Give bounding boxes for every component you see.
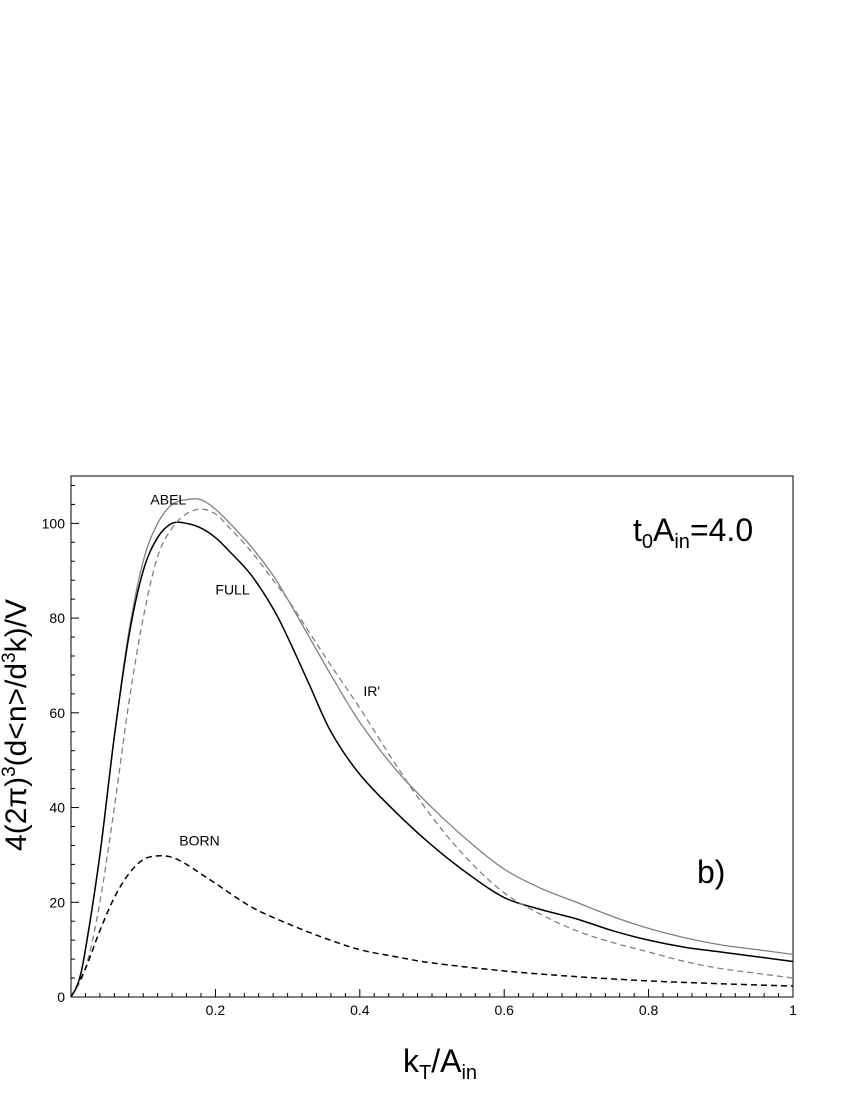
x-axis-label: kT/Ain: [403, 1043, 477, 1084]
x-tick-label: 0.4: [350, 1002, 370, 1018]
axis-tick-labels: 0.2 0.4 0.6 0.8 1 0 20 40 60 80 100: [42, 515, 797, 1018]
series-line-full: [70, 521, 794, 998]
x-tick-label: 0.8: [639, 1002, 659, 1018]
y-tick-label: 0: [57, 989, 65, 1005]
y-tick-label: 80: [49, 610, 65, 626]
y-axis-label: 4(2π)3(d<n>/d3k)/V: [0, 599, 33, 851]
series-line-abel: [70, 498, 794, 998]
curve-label-abel: ABEL: [150, 491, 186, 507]
x-tick-label: 1: [789, 1002, 797, 1018]
curve-labels: ABEL FULL IR' BORN: [150, 491, 380, 848]
y-tick-label: 60: [49, 705, 65, 721]
x-tick-label: 0.6: [494, 1002, 514, 1018]
param-annotation: t0Ain=4.0: [633, 512, 753, 553]
curve-label-ir: IR': [363, 683, 380, 699]
curve-label-full: FULL: [215, 581, 249, 597]
axis-ticks: [71, 484, 794, 998]
y-tick-label: 100: [42, 515, 66, 531]
y-tick-label: 40: [49, 800, 65, 816]
series-line-ir: [70, 508, 794, 998]
y-tick-label: 20: [49, 894, 65, 910]
x-tick-label: 0.2: [206, 1002, 226, 1018]
plot-frame: [70, 475, 794, 998]
panel-label: b): [697, 854, 725, 890]
series-layer: [70, 498, 794, 998]
curve-label-born: BORN: [179, 832, 219, 848]
series-line-born: [70, 854, 794, 998]
